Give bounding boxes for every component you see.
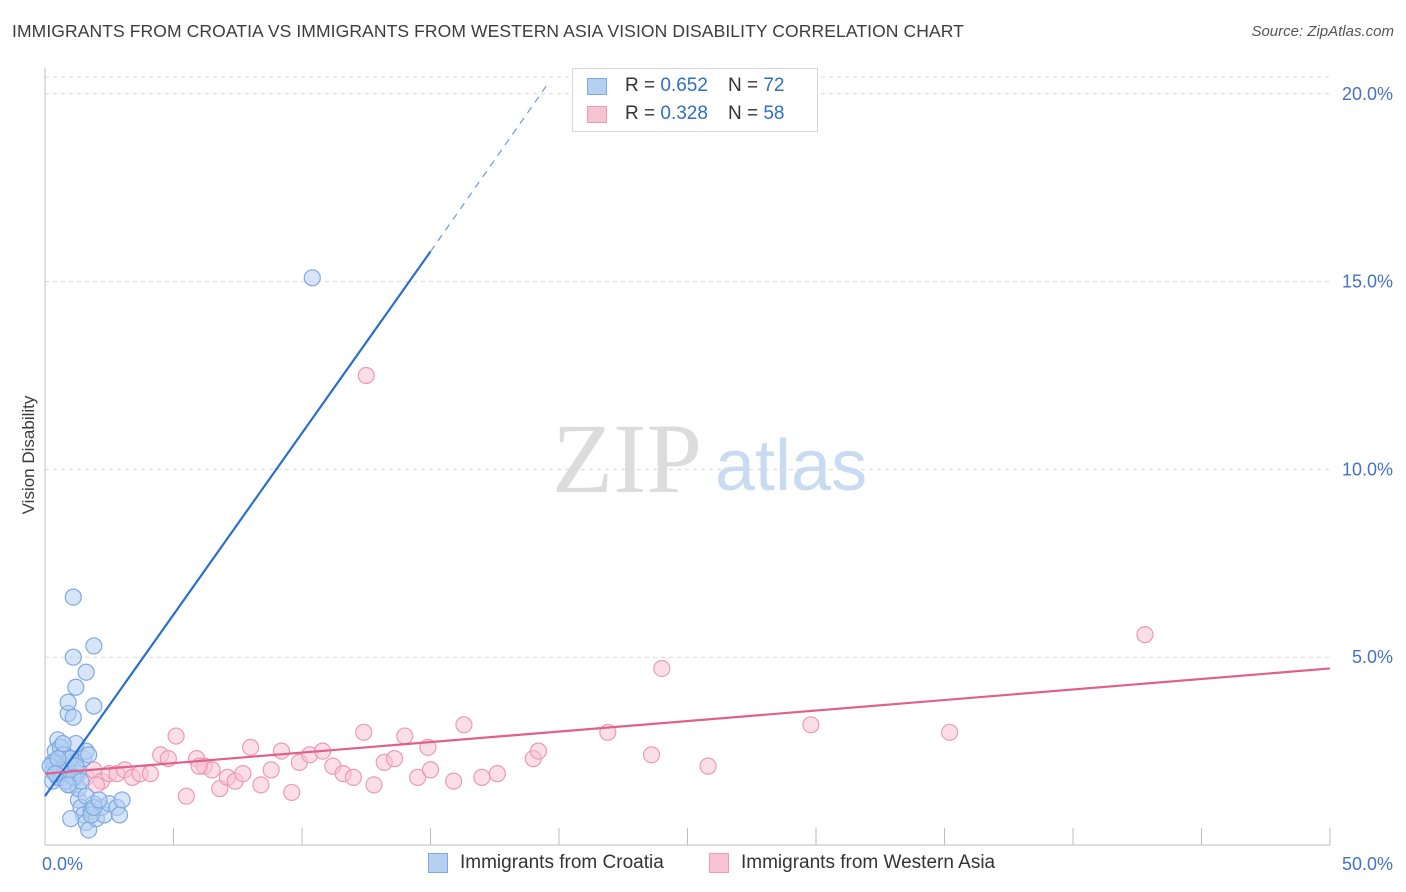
watermark-zip: ZIP [552,403,702,514]
axes [44,68,1331,846]
croatia-point [85,697,103,715]
western-asia-point [488,765,506,783]
croatia-trend-line-extension [430,85,547,252]
legend: R = 0.652 N = 72 R = 0.328 N = 58 [572,68,818,132]
legend-r-value: 0.652 [660,75,708,96]
trend-lines [44,85,1331,797]
western-asia-point [473,768,491,786]
chart-title: IMMIGRANTS FROM CROATIA VS IMMIGRANTS FR… [12,21,964,41]
bottom-legend-western-asia: Immigrants from Western Asia [709,852,995,874]
western-asia-point [802,716,820,734]
x-tick-label-max: 50.0% [1342,854,1393,874]
legend-row-croatia: R = 0.652 N = 72 [587,74,784,98]
croatia-point [67,678,85,696]
legend-r-label: R = [625,75,656,96]
croatia-point [59,693,77,711]
western-asia-point [242,738,260,756]
bottom-legend-swatch-croatia [428,853,448,873]
tick-labels: 5.0% 10.0% 15.0% 20.0% 0.0% 50.0% [42,84,1393,874]
croatia-point [80,746,98,764]
western-asia-point [529,742,548,760]
western-asia-point [344,768,362,786]
western-asia-point [455,716,473,734]
croatia-point [113,791,131,809]
croatia-point [64,708,82,726]
western-asia-point [252,776,270,794]
western-asia-point [385,750,404,768]
western-asia-point [234,765,252,783]
croatia-point [110,806,129,824]
legend-n-label: N = [727,75,759,96]
croatia-point [64,648,82,666]
legend-row-western-asia: R = 0.328 N = 58 [587,102,784,126]
legend-n-value: 72 [763,75,785,96]
western-asia-point [941,723,959,741]
legend-swatch-croatia [587,77,607,95]
western-asia-point [177,787,195,805]
y-axis-label: Vision Disability [19,395,38,514]
croatia-trend-line [44,250,432,797]
western-asia-point [167,727,185,745]
legend-r-value: 0.328 [660,103,708,124]
legend-r-label: R = [625,103,656,124]
western-asia-point [283,783,301,802]
legend-n-value: 58 [763,103,785,124]
bottom-legend-label-croatia: Immigrants from Croatia [460,852,664,873]
croatia-point [77,663,95,681]
bottom-legend-label-western-asia: Immigrants from Western Asia [741,852,996,873]
western-asia-point [357,366,375,385]
bottom-legend-swatch-western-asia [709,853,729,873]
bottom-legend-croatia: Immigrants from Croatia [428,852,664,874]
croatia-point [303,269,321,287]
western-asia-point [445,772,463,790]
western-asia-point [396,727,414,745]
croatia-point [64,588,82,606]
western-asia-point [365,776,383,794]
western-asia-point [1136,626,1154,644]
western-asia-point [272,742,291,760]
y-tick-label: 15.0% [1342,272,1393,292]
western-asia-point [409,768,427,786]
western-asia-trend-line [44,667,1331,775]
western-asia-point [699,757,717,775]
croatia-point [59,776,77,794]
croatia-point [85,637,103,655]
western-asia-point [262,761,280,779]
bottom-legend: Immigrants from Croatia Immigrants from … [0,852,1406,876]
western-asia-point [421,761,440,779]
croatia-point [62,810,80,828]
western-asia-point [355,723,373,741]
y-tick-label: 10.0% [1342,459,1393,479]
legend-swatch-western-asia [587,105,607,123]
y-tick-label: 5.0% [1352,647,1393,667]
croatia-point [90,791,108,809]
legend-n-label: N = [727,103,759,124]
watermark: ZIP atlas [552,403,867,514]
croatia-point [49,750,67,768]
source-label: Source: ZipAtlas.com [1251,23,1394,40]
watermark-atlas: atlas [715,426,867,506]
western-asia-point [141,765,159,783]
croatia-point [54,734,72,753]
x-tick-label-min: 0.0% [42,854,83,874]
western-asia-point [653,659,671,678]
y-tick-label: 20.0% [1342,84,1393,104]
western-asia-point [642,746,661,764]
grid-lines [45,76,1330,658]
